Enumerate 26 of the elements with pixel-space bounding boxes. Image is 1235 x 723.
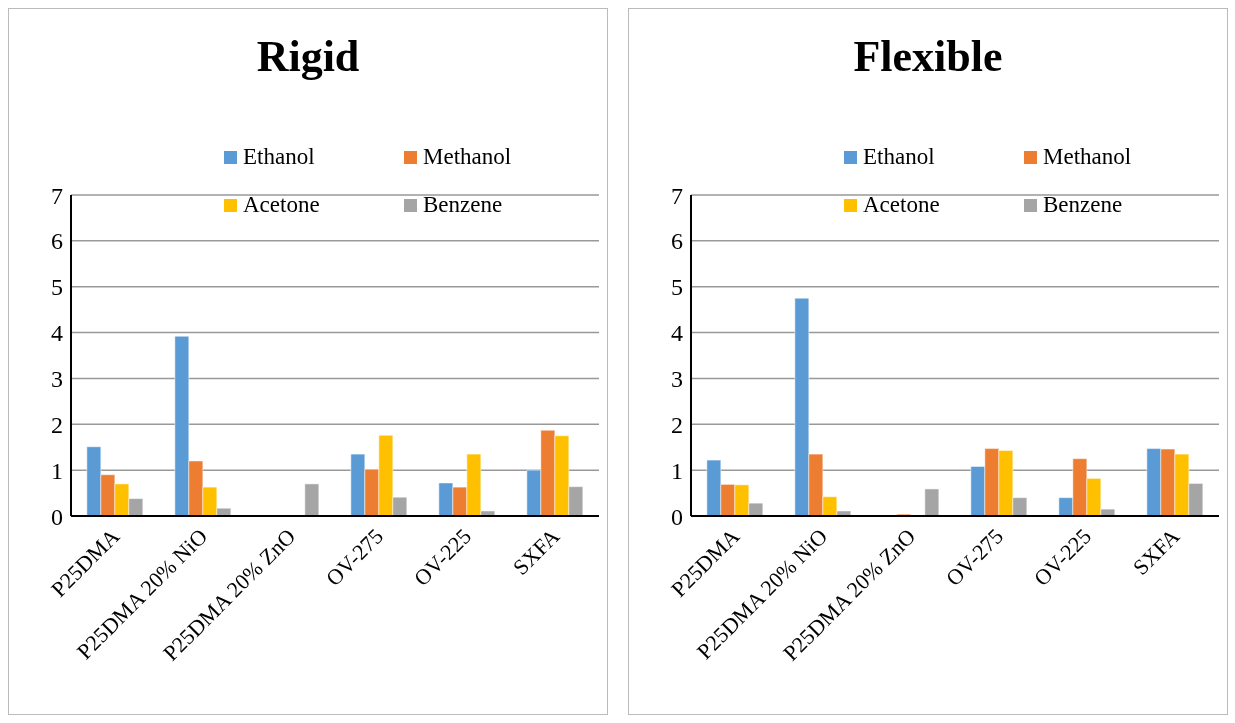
y-tick-label: 1: [671, 457, 683, 484]
y-tick-label: 0: [671, 503, 683, 530]
y-tick-label: 3: [671, 365, 683, 392]
y-tick-label: 7: [671, 182, 683, 209]
y-tick-label: 4: [51, 320, 63, 347]
legend-label: Acetone: [863, 192, 940, 218]
y-tick-label: 5: [671, 274, 683, 301]
chart-title: Rigid: [255, 31, 361, 83]
y-tick-label: 1: [51, 457, 63, 484]
y-tick-label: 5: [51, 274, 63, 301]
legend-label: Acetone: [243, 192, 320, 218]
y-tick-label: 4: [671, 320, 683, 347]
y-tick-label: 3: [51, 365, 63, 392]
y-tick-label: 2: [51, 411, 63, 438]
y-tick-label: 2: [671, 411, 683, 438]
y-tick-label: 6: [51, 228, 63, 255]
legend-label: Benzene: [1043, 192, 1123, 218]
legend-label: Ethanol: [863, 144, 935, 170]
chart-title: Flexible: [852, 31, 1004, 83]
legend-label: Ethanol: [243, 144, 315, 170]
y-tick-label: 0: [51, 503, 63, 530]
y-tick-label: 7: [51, 182, 63, 209]
legend-label: Methanol: [1043, 144, 1132, 170]
legend-label: Methanol: [423, 144, 512, 170]
legend-label: Benzene: [423, 192, 503, 218]
y-tick-label: 6: [671, 228, 683, 255]
